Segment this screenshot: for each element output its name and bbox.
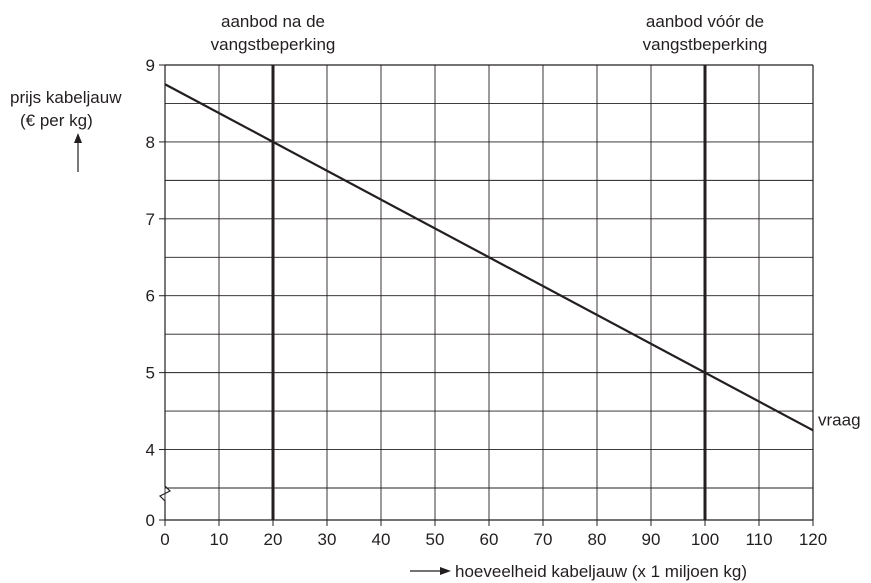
y-axis-label-line2: (€ per kg)	[20, 111, 93, 130]
y-tick-label: 5	[146, 364, 155, 383]
demand-series-label: vraag	[818, 410, 861, 429]
x-tick-label: 20	[264, 530, 283, 549]
y-axis-arrow-icon	[74, 133, 82, 172]
x-tick-label: 10	[210, 530, 229, 549]
supply-label: aanbod na de	[221, 12, 325, 31]
y-tick-label: 9	[146, 56, 155, 75]
x-tick-label: 100	[691, 530, 719, 549]
y-tick-label: 7	[146, 210, 155, 229]
y-axis-label-line1: prijs kabeljauw	[10, 88, 122, 107]
supply-label: aanbod vóór de	[646, 12, 764, 31]
supply-label: vangstbeperking	[211, 35, 336, 54]
y-tick-label: 4	[146, 441, 155, 460]
x-tick-label: 40	[372, 530, 391, 549]
series-labels: aanbod na de vangstbeperking aanbod vóór d…	[211, 12, 861, 429]
x-tick-label: 60	[480, 530, 499, 549]
x-tick-label: 0	[160, 530, 169, 549]
x-tick-label: 120	[799, 530, 827, 549]
tick-labels: 0 10 20 30 40 50 60 70 80 90 100 110 120 0 4 5 6 7 8 9	[146, 56, 828, 549]
y-tick-label: 8	[146, 133, 155, 152]
x-tick-label: 70	[534, 530, 553, 549]
y-tick-label: 6	[146, 287, 155, 306]
x-tick-label: 50	[426, 530, 445, 549]
x-tick-label: 30	[318, 530, 337, 549]
grid-lines	[164, 64, 814, 520]
y-axis-line-with-break	[158, 65, 172, 520]
demand-line	[164, 83, 814, 432]
demand-series	[164, 83, 814, 432]
x-tick-label: 110	[745, 530, 772, 549]
supply-label: vangstbeperking	[643, 35, 768, 54]
x-axis-arrow-icon	[410, 567, 451, 575]
x-tick-label: 90	[642, 530, 661, 549]
x-axis-label: hoeveelheid kabeljauw (x 1 miljoen kg)	[455, 562, 747, 581]
y-tick-label: 0	[146, 511, 155, 530]
x-tick-label: 80	[588, 530, 607, 549]
